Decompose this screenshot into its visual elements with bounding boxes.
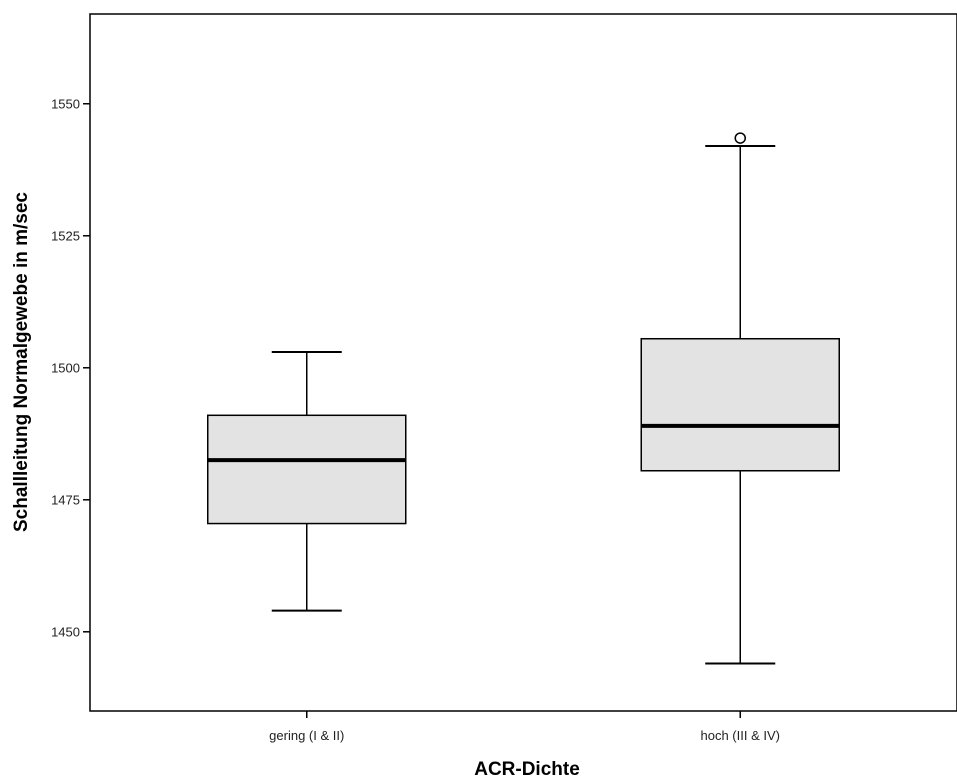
x-tick-label: gering (I & II) bbox=[269, 728, 344, 743]
y-tick-label: 1525 bbox=[51, 228, 80, 243]
x-axis-title: ACR-Dichte bbox=[474, 759, 580, 779]
x-tick-label: hoch (III & IV) bbox=[701, 728, 780, 743]
iqr-box bbox=[207, 414, 407, 525]
outlier-point bbox=[734, 132, 746, 144]
y-tick-label: 1550 bbox=[51, 96, 80, 111]
y-axis-title: Schallleitung Normalgewebe in m/sec bbox=[11, 192, 32, 532]
y-tick-label: 1475 bbox=[51, 492, 80, 507]
y-tick-label: 1450 bbox=[51, 624, 80, 639]
y-tick-label: 1500 bbox=[51, 360, 80, 375]
box-group bbox=[207, 132, 840, 665]
x-axis: gering (I & II) hoch (III & IV) bbox=[269, 711, 780, 743]
iqr-box bbox=[640, 337, 840, 472]
y-axis: 1450 1475 1500 1525 1550 bbox=[51, 96, 90, 639]
